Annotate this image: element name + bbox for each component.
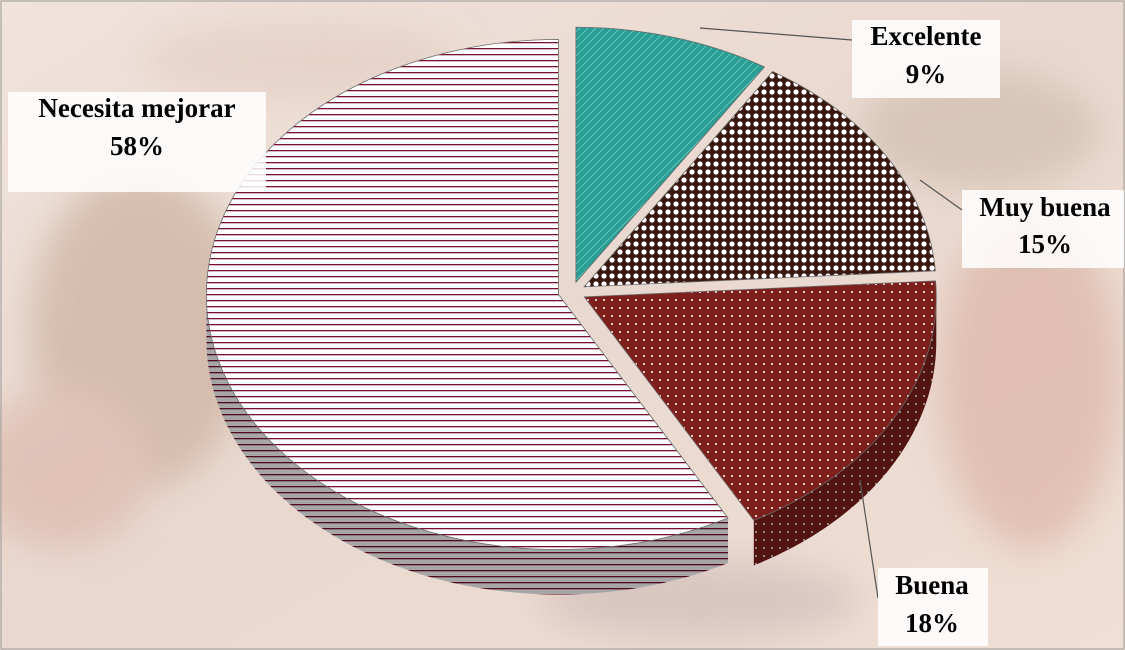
leader-line [919, 179, 963, 211]
labels: Excelente 9% Muy buena 15% Buena 18% Nec… [8, 20, 1124, 646]
slice-side-shade [206, 294, 729, 595]
slice-value-label: 18% [905, 608, 959, 638]
slice [583, 280, 937, 521]
label-box [962, 190, 1124, 268]
slice-label: Buena [895, 570, 969, 600]
slice-label: Necesita mejorar [38, 93, 235, 123]
leader-line [699, 27, 853, 41]
slice-label: Muy buena [979, 192, 1111, 222]
label-box [8, 92, 266, 192]
slice [575, 26, 766, 284]
slice [206, 39, 729, 550]
pie [206, 26, 937, 595]
slice-label: Excelente [871, 21, 982, 51]
leader-line [859, 479, 879, 599]
slice-value-label: 9% [906, 59, 947, 89]
slice [583, 71, 936, 288]
slice-side [753, 296, 937, 566]
slice-side-shade [753, 296, 937, 566]
label-box [852, 20, 1000, 98]
slice-value-label: 58% [110, 131, 164, 161]
slice-value-label: 15% [1018, 229, 1072, 259]
slice-side [206, 294, 729, 595]
label-box [878, 568, 988, 646]
